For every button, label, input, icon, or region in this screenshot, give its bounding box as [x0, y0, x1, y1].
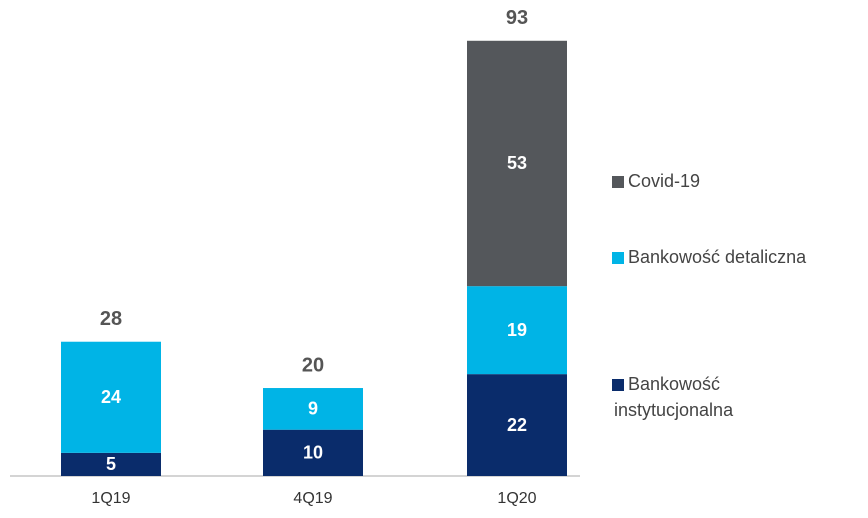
legend-swatch	[612, 252, 624, 264]
bar-segment	[467, 40, 567, 287]
value-label: 9	[308, 399, 318, 419]
value-label: 53	[507, 153, 527, 173]
bar-segment	[467, 286, 567, 375]
bar-segment	[263, 388, 363, 430]
value-label: 10	[303, 443, 323, 463]
legend-line: Bankowość	[628, 374, 720, 394]
total-label: 20	[302, 354, 324, 376]
total-label: 28	[100, 308, 122, 330]
value-label: 22	[507, 415, 527, 435]
value-label: 19	[507, 320, 527, 340]
legend-swatch	[612, 379, 624, 391]
value-label: 5	[106, 454, 116, 474]
bar-segment	[61, 452, 161, 476]
legend-line: instytucjonalna	[614, 400, 734, 420]
total-label: 93	[506, 7, 528, 29]
x-tick-label: 1Q20	[497, 490, 536, 507]
legend-label: Bankowość detaliczna	[628, 247, 807, 267]
bar-segment	[61, 341, 161, 453]
x-tick-label: 1Q19	[91, 490, 130, 507]
legend-label: Bankowość instytucjonalna	[614, 374, 734, 420]
legend-label: Covid-19	[628, 171, 700, 191]
bar-segment	[467, 374, 567, 476]
bar-segment	[263, 429, 363, 476]
legend-swatch	[612, 176, 624, 188]
x-tick-label: 4Q19	[293, 490, 332, 507]
value-label: 24	[101, 387, 121, 407]
